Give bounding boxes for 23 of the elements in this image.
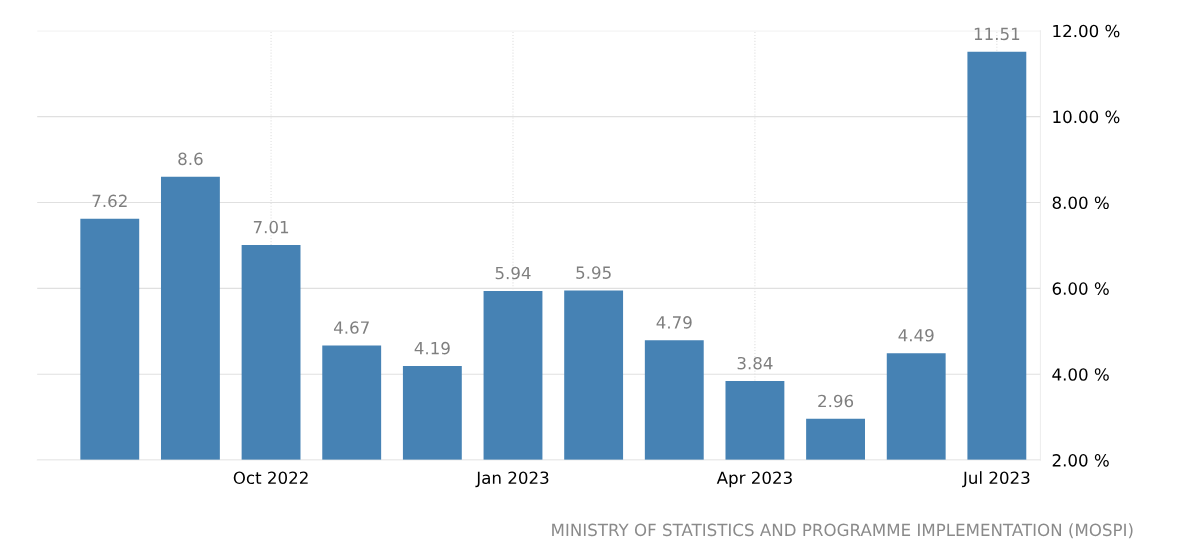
- data-label: 2.96: [818, 394, 854, 408]
- x-tick-label: Jul 2023: [962, 471, 1030, 488]
- data-label: 11.51: [974, 27, 1020, 41]
- y-tick-label: 12.00 %: [1053, 24, 1120, 38]
- data-label: 7.01: [253, 220, 289, 234]
- data-label: 3.84: [737, 356, 773, 370]
- x-tick-label: Apr 2023: [716, 471, 792, 488]
- data-label: 5.94: [495, 266, 531, 280]
- data-label: 4.79: [656, 316, 692, 329]
- data-label: 4.49: [898, 328, 934, 342]
- y-tick-label: 8.00 %: [1052, 196, 1109, 210]
- y-tick-label: 10.00 %: [1053, 110, 1120, 124]
- data-label: 8.6: [178, 152, 203, 166]
- x-tick-label: Jan 2023: [475, 471, 549, 488]
- data-label: 4.67: [333, 321, 369, 334]
- data-label: 7.62: [92, 194, 127, 208]
- data-label: 4.19: [414, 341, 450, 355]
- y-tick-label: 2.00 %: [1052, 454, 1109, 467]
- text: MINISTRY OF STATISTICS AND PROGRAMME IMPLEMENTATION (MOSPI): [552, 523, 1133, 539]
- y-tick-label: 6.00 %: [1052, 282, 1109, 295]
- x-tick-label: Oct 2022: [233, 471, 308, 485]
- y-tick-label: 4.00 %: [1052, 368, 1109, 381]
- data-label: 5.95: [576, 266, 611, 279]
